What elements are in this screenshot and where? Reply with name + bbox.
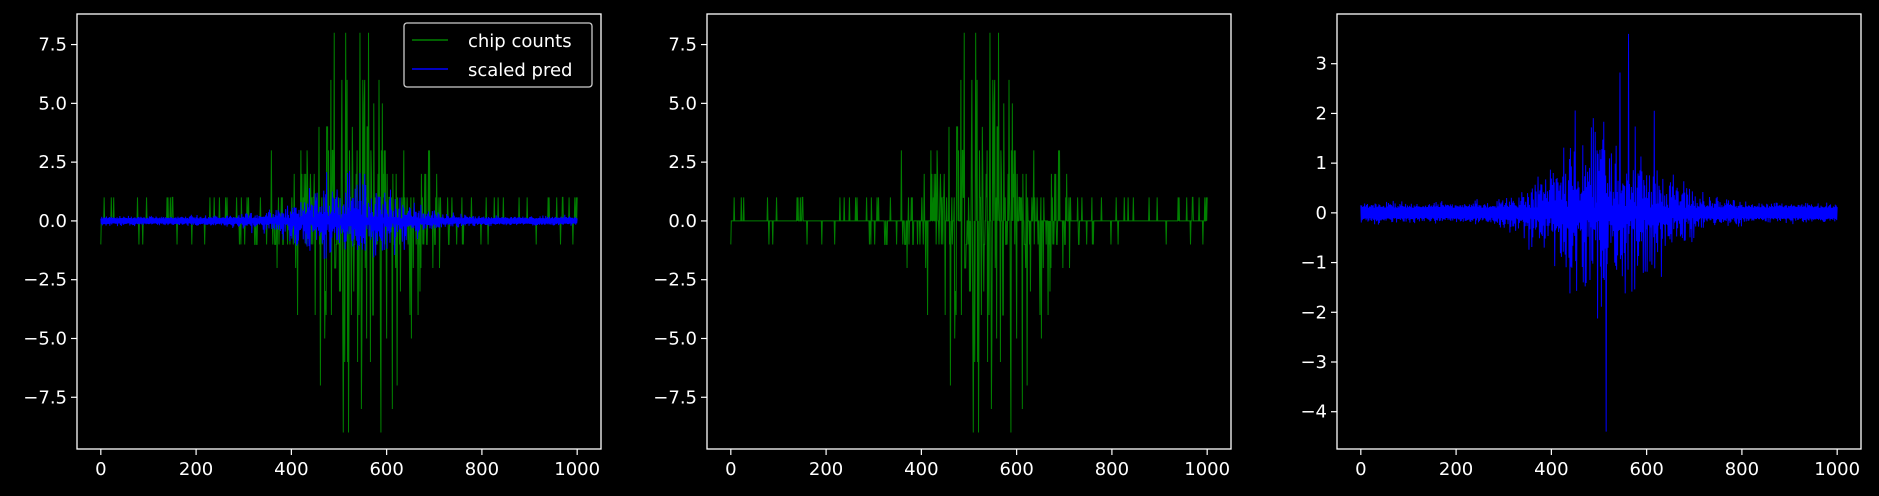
subplot-3: 0 200 400 600 800 1000 −4 −3 −2 −1 0 1 2 3 (1300, 13, 1862, 480)
x-tick-label: 800 (1725, 459, 1759, 480)
y-tick-label: −5.0 (653, 328, 697, 349)
y-tick-label: −2.5 (653, 270, 697, 291)
y-tick-label: 0 (1316, 203, 1327, 224)
y-tick-label: 0.0 (668, 211, 697, 232)
y-tick-label: −7.5 (653, 387, 697, 408)
plot-area (1360, 33, 1838, 432)
series-line-series-0 (1360, 33, 1838, 432)
y-tick-label: −4 (1300, 402, 1327, 423)
y-tick-label: −3 (1300, 352, 1327, 373)
y-tick-label: 7.5 (668, 35, 697, 56)
y-tick-label: 2 (1316, 103, 1327, 124)
y-tick-label: −5.0 (23, 328, 67, 349)
plot-area (730, 32, 1208, 433)
subplot-1: 0 200 400 600 800 1000 −7.5 −5.0 −2.5 0.0 2.5 5.0 7… (23, 13, 602, 480)
series-line-scaled-pred (100, 170, 578, 259)
x-tick-label: 600 (1629, 459, 1663, 480)
y-axis: −4 −3 −2 −1 0 1 2 3 (1300, 54, 1337, 423)
x-tick-label: 400 (1534, 459, 1568, 480)
y-tick-label: 0.0 (38, 211, 67, 232)
plot-area (100, 32, 578, 433)
x-tick-label: 200 (1439, 459, 1473, 480)
x-axis: 0 200 400 600 800 1000 (1355, 449, 1860, 480)
x-tick-label: 200 (179, 459, 213, 480)
y-tick-label: 2.5 (38, 152, 67, 173)
legend-box (403, 22, 593, 88)
x-tick-label: 1000 (554, 459, 600, 480)
legend: chip counts scaled pred (403, 22, 593, 88)
x-tick-label: 1000 (1184, 459, 1230, 480)
x-tick-label: 800 (465, 459, 499, 480)
x-axis: 0 200 400 600 800 1000 (95, 449, 600, 480)
x-axis: 0 200 400 600 800 1000 (725, 449, 1230, 480)
x-tick-label: 600 (999, 459, 1033, 480)
y-tick-label: −7.5 (23, 387, 67, 408)
series-line-series-0 (730, 32, 1208, 433)
y-tick-label: 7.5 (38, 35, 67, 56)
y-tick-label: 1 (1316, 153, 1327, 174)
axes-frame (76, 13, 602, 450)
x-tick-label: 0 (1355, 459, 1366, 480)
axes-frame (1336, 13, 1862, 450)
y-axis: −7.5 −5.0 −2.5 0.0 2.5 5.0 7.5 (23, 35, 77, 408)
x-tick-label: 1000 (1814, 459, 1860, 480)
y-axis: −7.5 −5.0 −2.5 0.0 2.5 5.0 7.5 (653, 35, 707, 408)
x-tick-label: 200 (809, 459, 843, 480)
y-tick-label: −2 (1300, 302, 1327, 323)
y-tick-label: −2.5 (23, 270, 67, 291)
x-tick-label: 0 (725, 459, 736, 480)
y-tick-label: 5.0 (38, 93, 67, 114)
x-tick-label: 400 (904, 459, 938, 480)
x-tick-label: 0 (95, 459, 106, 480)
subplot-2: 0 200 400 600 800 1000 −7.5 −5.0 −2.5 0.0 2.5 5.0 7… (653, 13, 1232, 480)
y-tick-label: −1 (1300, 253, 1327, 274)
x-tick-label: 800 (1095, 459, 1129, 480)
y-tick-label: 2.5 (668, 152, 697, 173)
x-tick-label: 600 (369, 459, 403, 480)
x-tick-label: 400 (274, 459, 308, 480)
axes-frame (706, 13, 1232, 450)
y-tick-label: 3 (1316, 54, 1327, 75)
legend-label-chip-counts: chip counts (468, 31, 572, 52)
y-tick-label: 5.0 (668, 93, 697, 114)
legend-label-scaled-pred: scaled pred (468, 60, 572, 81)
